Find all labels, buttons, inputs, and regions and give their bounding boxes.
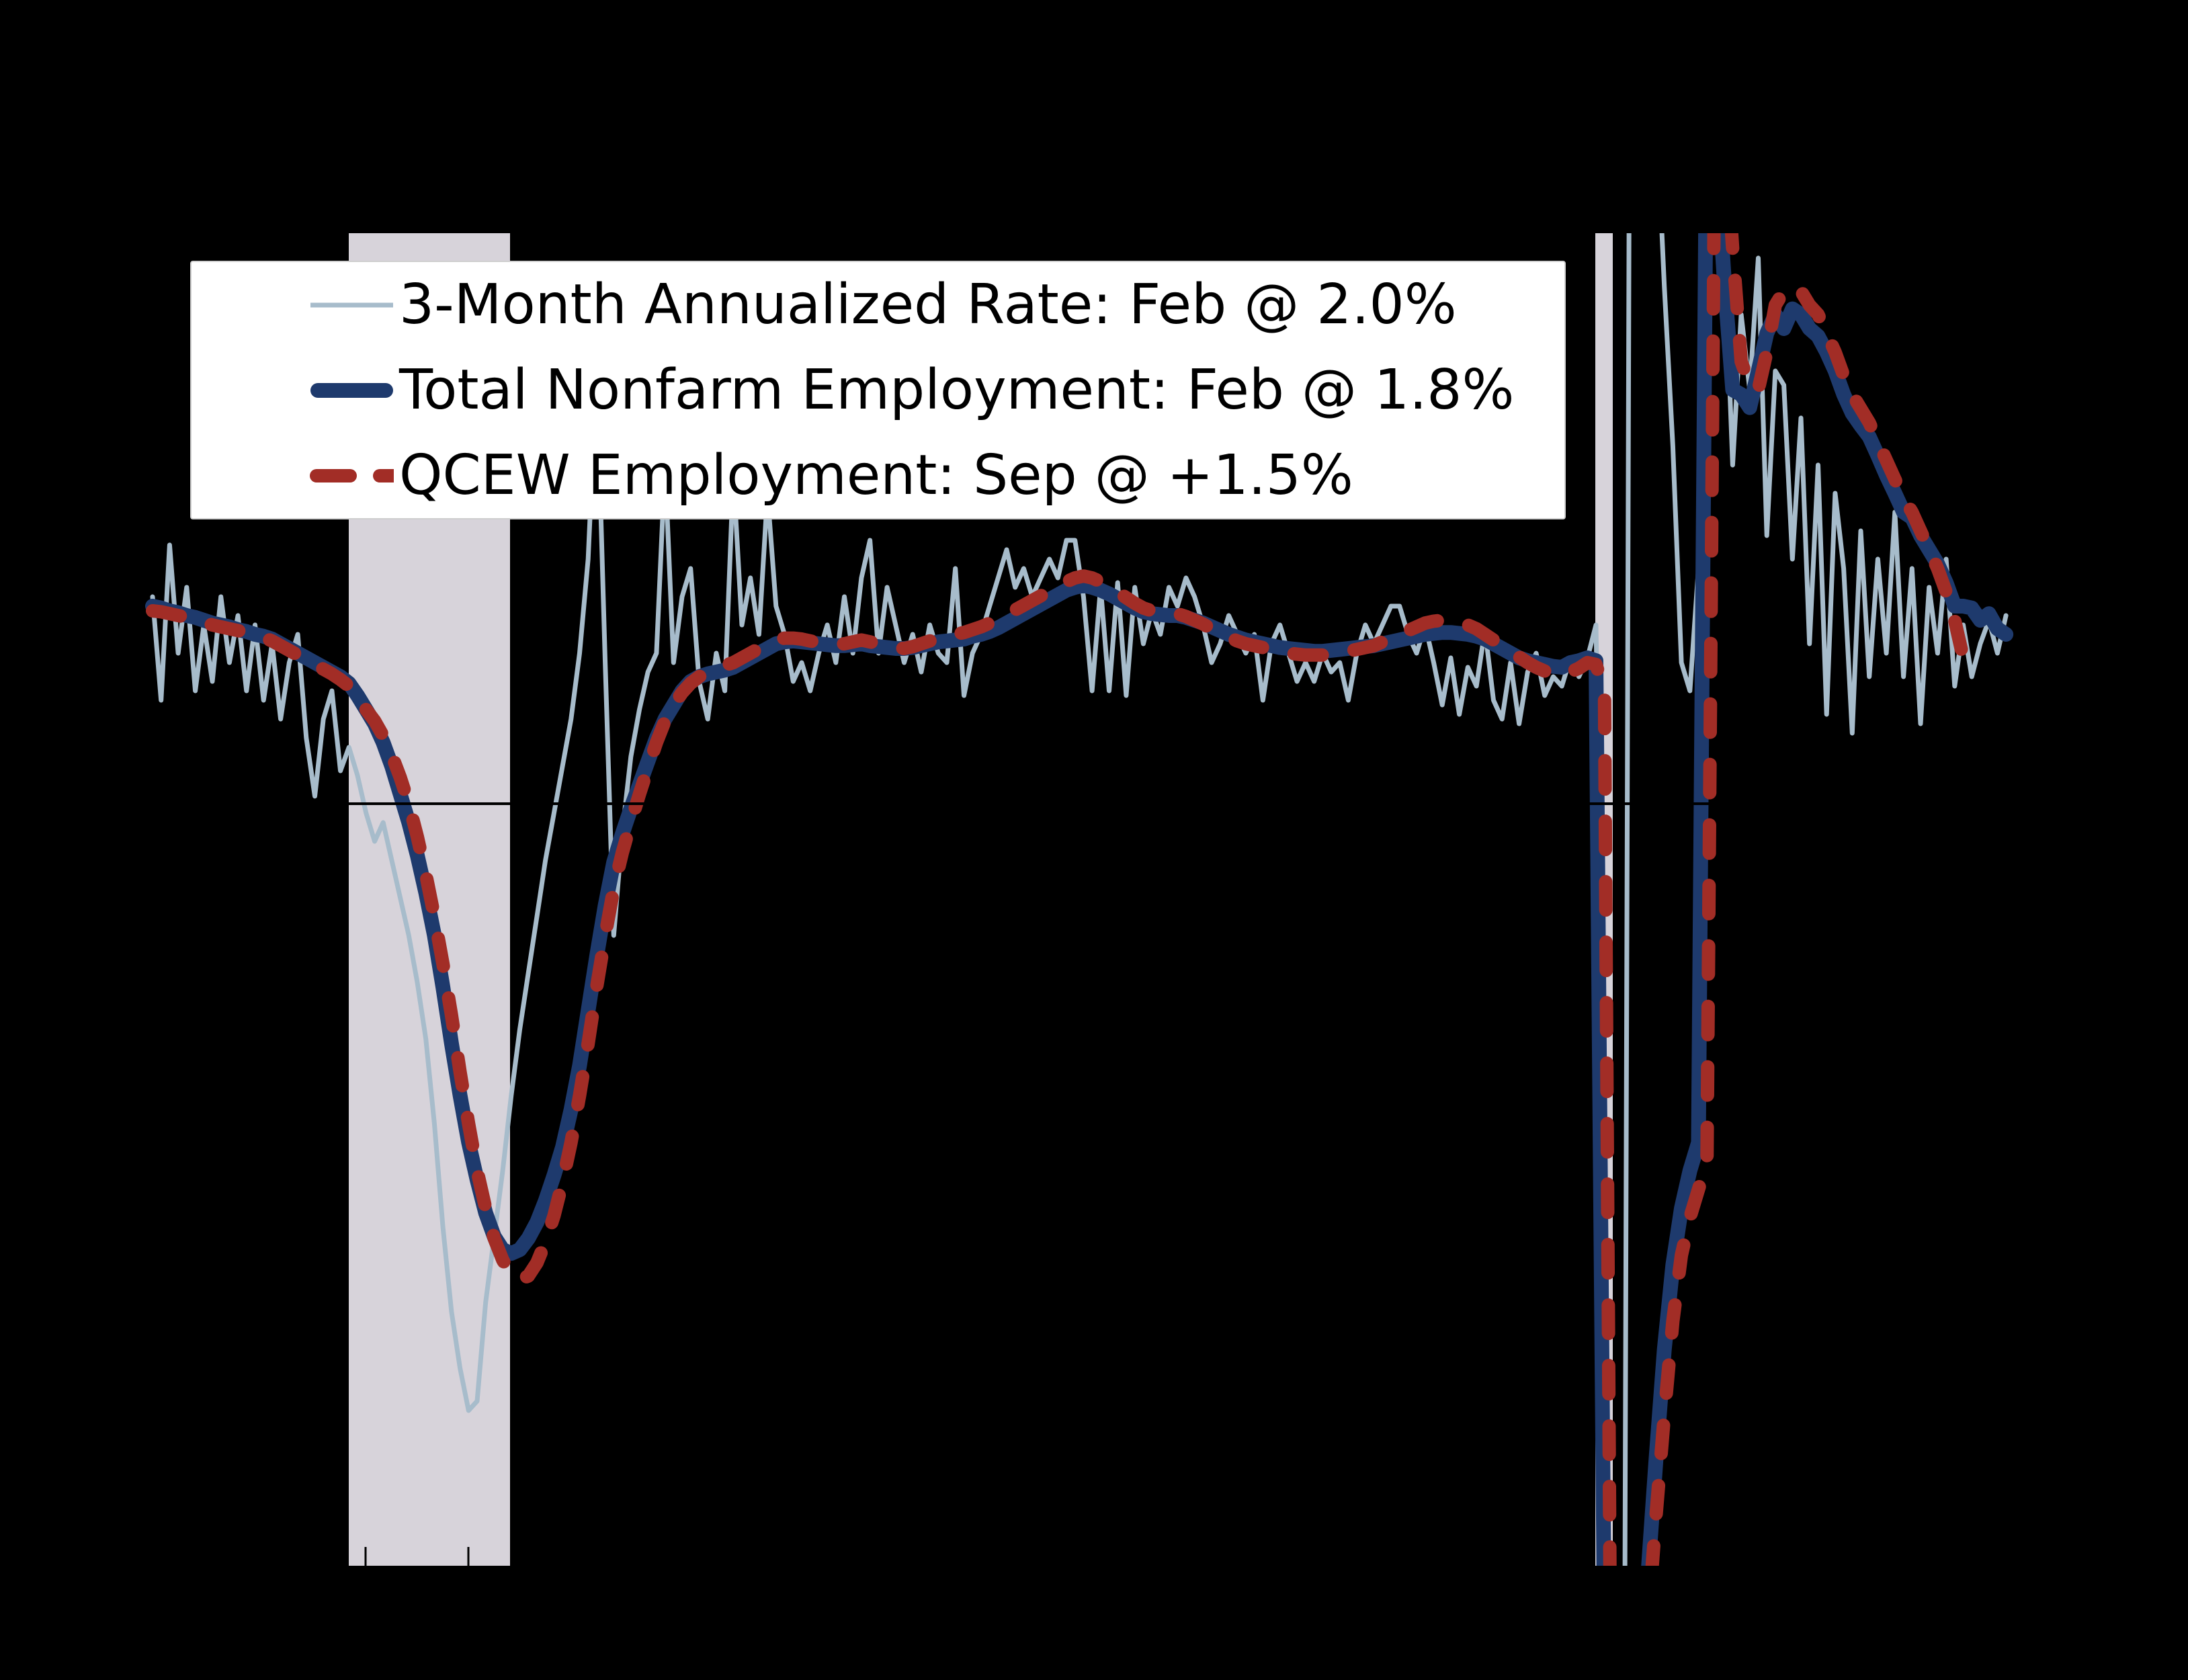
legend-label-three-month: 3-Month Annualized Rate: Feb @ 2.0% bbox=[399, 272, 1457, 337]
series-lines bbox=[145, 233, 2014, 1566]
qcew-line-icon bbox=[310, 468, 394, 482]
three-month-line-icon bbox=[310, 302, 393, 307]
series-line-qcew_employment bbox=[146, 233, 1970, 1566]
legend-label-qcew: QCEW Employment: Sep @ +1.5% bbox=[399, 443, 1353, 507]
legend: 3-Month Annualized Rate: Feb @ 2.0% Tota… bbox=[190, 261, 1566, 519]
x-axis-ticks bbox=[159, 1547, 2012, 1567]
legend-row-total-nonfarm: Total Nonfarm Employment: Feb @ 1.8% bbox=[192, 347, 1564, 433]
legend-row-three-month: 3-Month Annualized Rate: Feb @ 2.0% bbox=[192, 262, 1564, 347]
series-line-total_nonfarm_yoy bbox=[145, 233, 2014, 1566]
total-nonfarm-line-icon bbox=[310, 382, 393, 398]
legend-label-total-nonfarm: Total Nonfarm Employment: Feb @ 1.8% bbox=[399, 358, 1515, 422]
legend-row-qcew: QCEW Employment: Sep @ +1.5% bbox=[192, 433, 1564, 518]
